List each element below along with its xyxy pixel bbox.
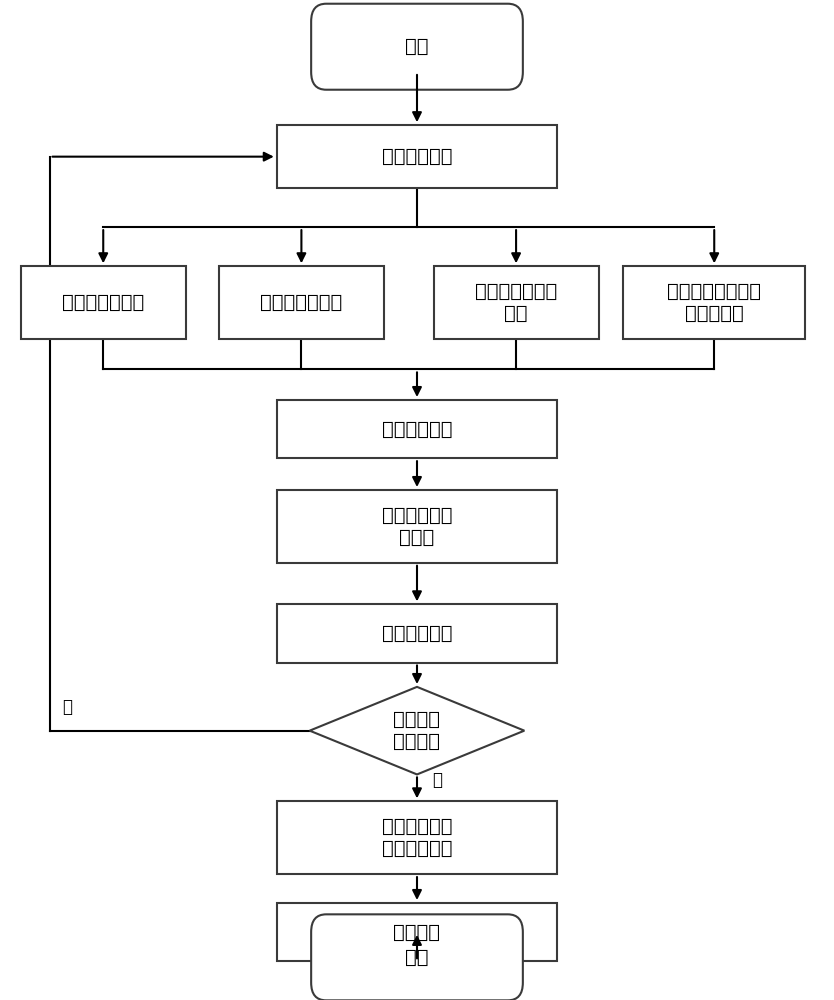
FancyBboxPatch shape — [311, 914, 523, 1000]
Text: 处理数据: 处理数据 — [394, 923, 440, 942]
Bar — [219, 266, 384, 339]
Text: 结束: 结束 — [405, 948, 429, 967]
Text: 读取温箱温度值: 读取温箱温度值 — [62, 293, 144, 312]
Bar — [624, 266, 805, 339]
FancyBboxPatch shape — [311, 4, 523, 90]
Bar — [434, 266, 599, 339]
Text: 记录与显
示数据？: 记录与显 示数据？ — [394, 710, 440, 751]
Bar — [21, 266, 186, 339]
Text: 停止状态数据
的记录与现实: 停止状态数据 的记录与现实 — [382, 817, 452, 858]
Bar — [277, 400, 557, 458]
Text: 读取翻转机构角
位置: 读取翻转机构角 位置 — [475, 282, 557, 323]
Text: 接收监测指令: 接收监测指令 — [382, 147, 452, 166]
Bar — [277, 903, 557, 961]
Text: 否: 否 — [432, 771, 442, 789]
Bar — [277, 490, 557, 563]
Polygon shape — [309, 687, 525, 774]
Text: 开始: 开始 — [405, 37, 429, 56]
Bar — [277, 604, 557, 663]
Bar — [277, 125, 557, 188]
Text: 是: 是 — [62, 698, 72, 716]
Text: 读取转台速率值: 读取转台速率值 — [260, 293, 343, 312]
Text: 绘制状态参数
曲线图: 绘制状态参数 曲线图 — [382, 506, 452, 547]
Text: 存储状态参数: 存储状态参数 — [382, 624, 452, 643]
Text: 显示状态参数: 显示状态参数 — [382, 420, 452, 439]
Text: 读取供电装置电压
值、电流值: 读取供电装置电压 值、电流值 — [667, 282, 761, 323]
Bar — [277, 801, 557, 874]
